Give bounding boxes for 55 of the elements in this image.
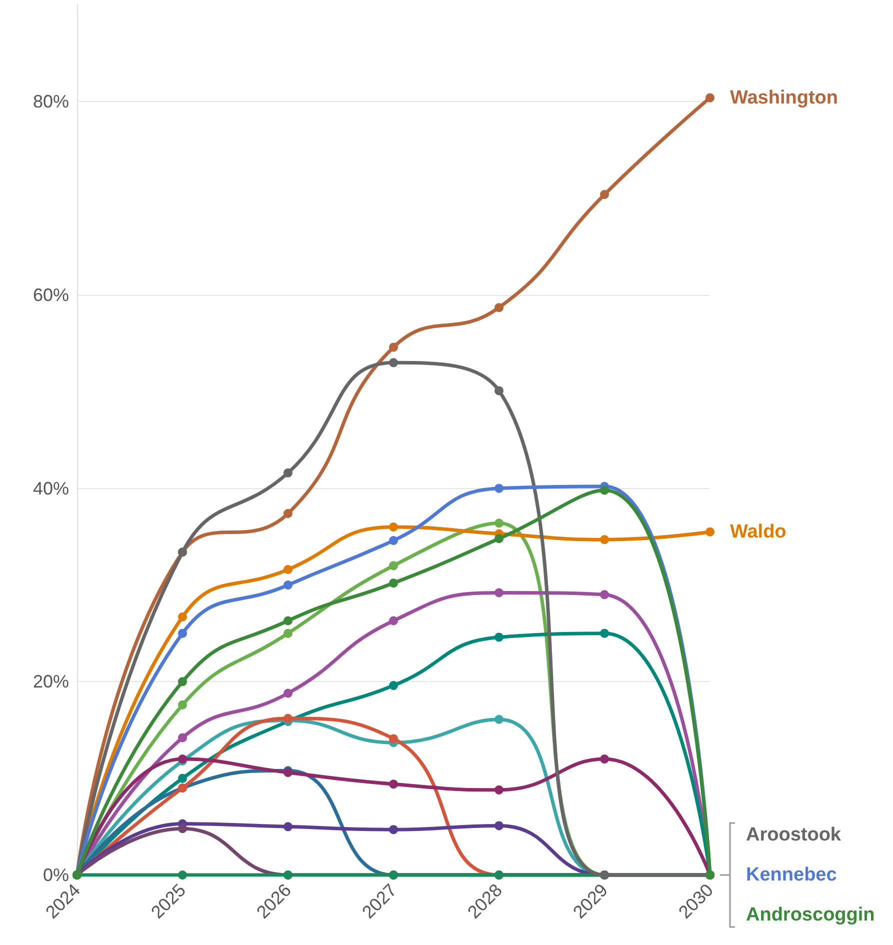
- point: [706, 93, 714, 102]
- point: [389, 536, 398, 546]
- y-tick-label: 40%: [32, 478, 69, 498]
- point: [389, 780, 398, 789]
- point: [494, 632, 504, 642]
- point: [389, 578, 398, 588]
- point: [284, 628, 292, 638]
- point: [284, 616, 292, 626]
- point: [389, 522, 398, 532]
- point: [178, 870, 187, 880]
- point: [178, 628, 187, 638]
- text: Androscoggin: [746, 904, 875, 926]
- point: [494, 303, 504, 312]
- point: [389, 681, 398, 690]
- point: [600, 754, 609, 764]
- point: [494, 588, 504, 598]
- point: [284, 822, 292, 832]
- point: [178, 677, 187, 686]
- point: [389, 616, 398, 626]
- point: [600, 535, 609, 544]
- series-label: Kennebec: [746, 864, 838, 886]
- point: [284, 508, 292, 518]
- point: [494, 534, 504, 544]
- point: [600, 190, 609, 199]
- point: [284, 688, 292, 698]
- point: [178, 733, 187, 742]
- point: [600, 486, 609, 495]
- point: [706, 527, 714, 536]
- series-label: Waldo: [730, 521, 786, 542]
- point: [600, 628, 609, 638]
- y-tick-label: 0%: [42, 865, 69, 885]
- point: [600, 590, 609, 600]
- point: [494, 821, 504, 830]
- text: Aroostook: [746, 824, 842, 846]
- y-tick-label: 20%: [32, 672, 69, 692]
- point: [389, 734, 398, 744]
- point: [494, 714, 504, 724]
- y-tick-label: 80%: [32, 92, 69, 112]
- point: [178, 774, 187, 783]
- y-tick-label: 60%: [32, 285, 69, 305]
- point: [389, 825, 398, 834]
- point: [178, 824, 187, 834]
- point: [284, 565, 292, 574]
- point: [389, 342, 398, 352]
- point: [494, 518, 504, 528]
- point: [284, 580, 292, 590]
- point: [494, 386, 504, 396]
- point: [389, 358, 398, 368]
- point: [178, 612, 187, 622]
- series-label: Washington: [730, 87, 838, 108]
- point: [178, 700, 187, 710]
- point: [494, 484, 504, 493]
- point: [389, 561, 398, 570]
- point: [494, 785, 504, 794]
- point: [284, 468, 292, 478]
